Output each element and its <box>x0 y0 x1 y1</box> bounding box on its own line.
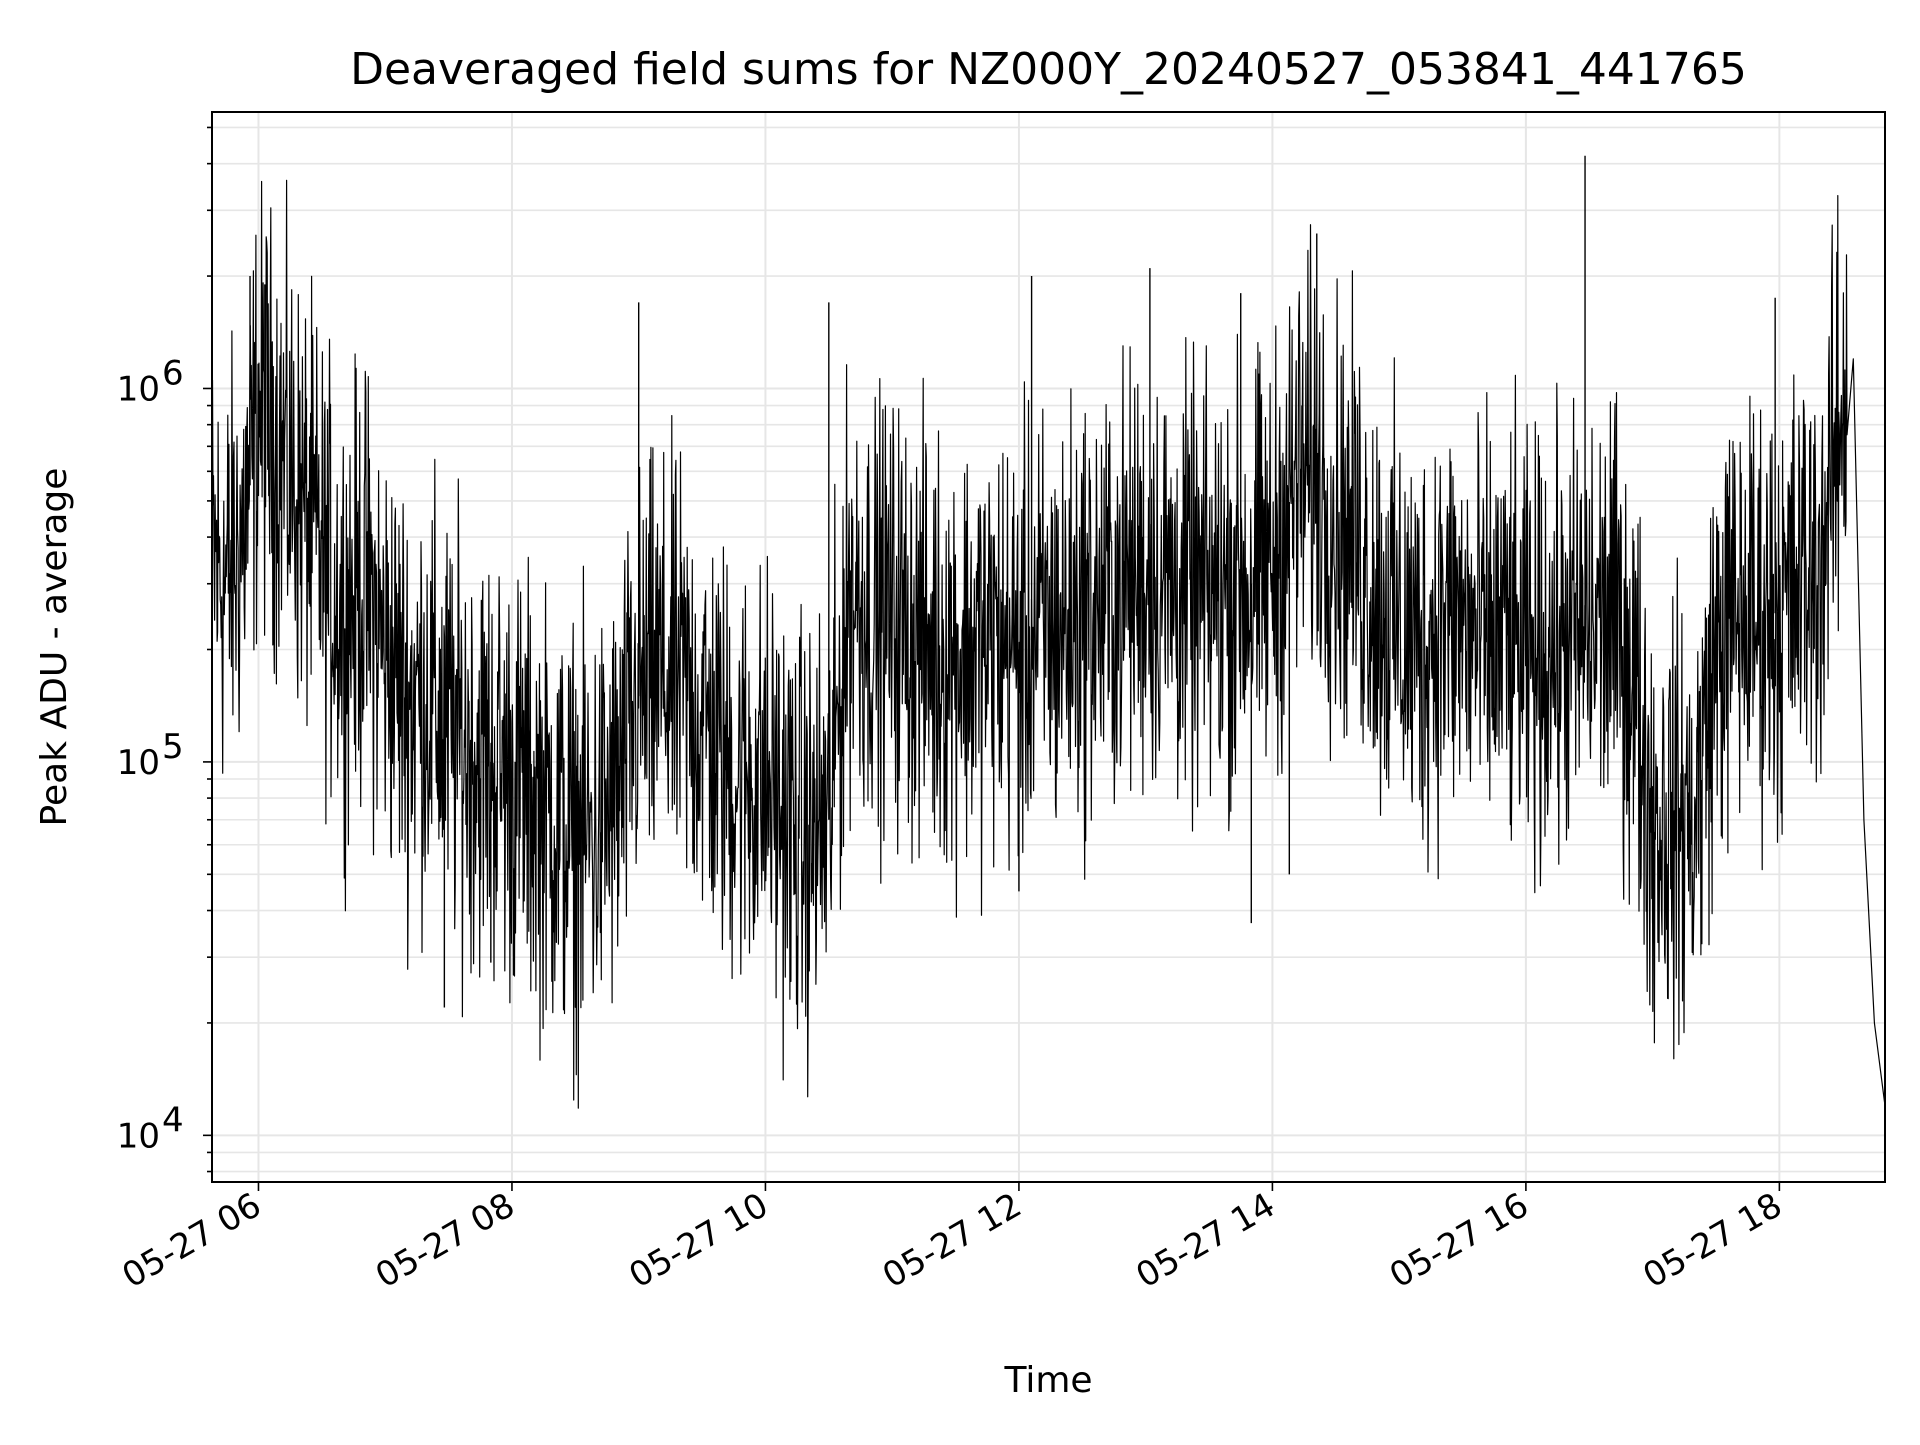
plot-area <box>212 155 1885 1109</box>
x-axis-label: Time <box>1003 1360 1092 1401</box>
plot-frame <box>211 111 1886 1183</box>
chart-title: Deaveraged field sums for NZ000Y_2024052… <box>350 44 1747 95</box>
y-axis-label: Peak ADU - average <box>34 468 75 827</box>
data-series-line <box>212 179 1885 1109</box>
y-tick-label: 10 <box>117 743 160 783</box>
y-tick-exponent: 4 <box>162 1100 184 1140</box>
y-tick-label: 10 <box>117 369 160 409</box>
y-tick-exponent: 6 <box>162 353 184 393</box>
y-tick-exponent: 5 <box>162 727 184 767</box>
y-tick-label: 10 <box>117 1116 160 1156</box>
